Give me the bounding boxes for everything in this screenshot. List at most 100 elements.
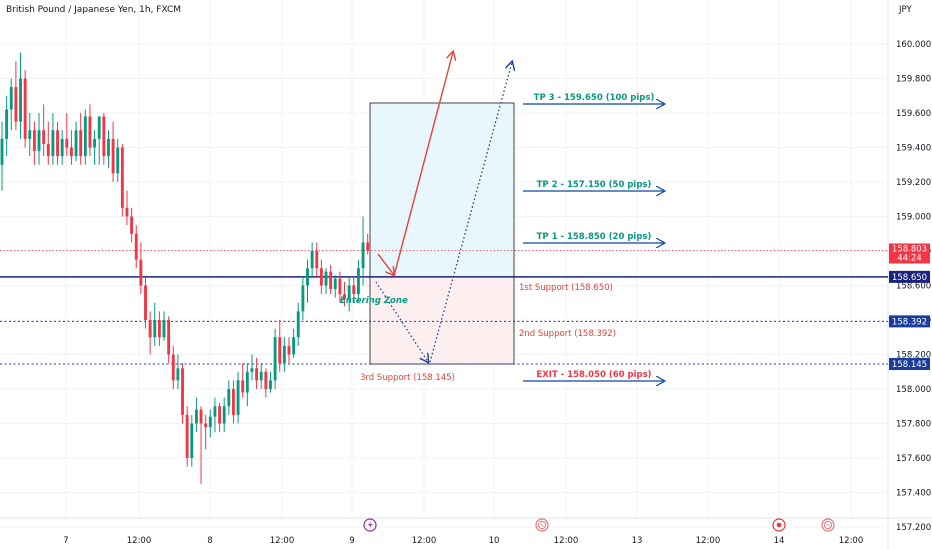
stop-zone: [369, 276, 515, 365]
candle-body: [338, 278, 342, 295]
price-levels: [0, 250, 888, 365]
candle-body: [324, 271, 328, 286]
candle: [69, 130, 73, 165]
countdown-value: 44:24: [897, 253, 922, 263]
candle: [236, 371, 240, 424]
candle: [32, 121, 36, 165]
candle: [218, 402, 221, 433]
level-3-badge: [889, 357, 930, 370]
candle: [28, 113, 32, 157]
price-tick-label: 159.200: [896, 178, 931, 188]
level-1-badge-value: 158.650: [892, 273, 927, 283]
candle: [111, 121, 115, 182]
candle-body: [366, 242, 370, 251]
candle: [42, 104, 46, 157]
lightning-icon[interactable]: [363, 518, 377, 532]
candle-body: [51, 130, 55, 157]
candle-body: [83, 116, 87, 157]
tp2-label: TP 2 - 157.150 (50 pips): [537, 180, 652, 190]
candle: [227, 380, 231, 415]
candle: [278, 320, 282, 372]
time-axis[interactable]: 7 12:00 8 12:00 9 12:00 10 12:00 13 12:00 14 12:00: [63, 536, 863, 546]
candle: [74, 121, 78, 162]
candle: [83, 109, 87, 165]
time-tick-label: 12:00: [696, 536, 721, 546]
candle: [361, 216, 365, 286]
candle: [329, 264, 333, 295]
candle-body: [245, 371, 249, 393]
candle: [204, 414, 208, 450]
candle-body: [28, 130, 32, 139]
candle-body: [93, 138, 97, 148]
candle-body: [292, 337, 296, 355]
candle-body: [32, 130, 36, 151]
candle: [56, 121, 59, 165]
candle-body: [315, 251, 319, 269]
candle-body: [167, 320, 171, 355]
candle: [347, 276, 351, 312]
candle-body: [199, 409, 203, 424]
candle: [107, 130, 110, 169]
candle-body: [329, 271, 333, 289]
candlestick-series: [0, 52, 370, 484]
annotations: TP 3 - 159.650 (100 pips) TP 2 - 157.150 …: [340, 93, 654, 383]
chart-title: British Pound / Japanese Yen, 1h, FXCM: [6, 5, 182, 15]
event-icons[interactable]: [363, 518, 835, 532]
candle: [245, 363, 249, 407]
candle: [250, 354, 254, 381]
projection-arrows: [375, 52, 664, 381]
flag-icon-inner: [823, 520, 833, 530]
candle: [162, 311, 166, 341]
price-tick-label: 157.400: [896, 489, 931, 499]
flag-icon[interactable]: [821, 518, 835, 532]
candle-body: [208, 416, 212, 427]
candle: [255, 357, 259, 389]
time-tick-label: 12:00: [127, 536, 152, 546]
candle: [282, 337, 286, 372]
trade-zones: [369, 102, 515, 365]
price-tick-label: 157.200: [896, 523, 931, 533]
candle: [352, 276, 356, 303]
lightning-icon-bolt: [368, 521, 373, 529]
candle: [301, 276, 305, 320]
time-tick-label: 8: [207, 536, 212, 546]
candle: [5, 95, 9, 157]
price-tick-label: 159.800: [896, 75, 931, 85]
last-price-value: 158.803: [892, 244, 927, 254]
price-tick-label: 157.800: [896, 420, 931, 430]
candle-body: [9, 87, 13, 110]
candle-body: [181, 368, 184, 415]
candle-body: [333, 278, 337, 289]
candle-body: [60, 138, 64, 157]
candle: [148, 311, 152, 355]
flag-icon[interactable]: [535, 518, 549, 532]
price-tick-label: 158.000: [896, 385, 931, 395]
candle: [287, 337, 291, 364]
price-axis[interactable]: 160.000 159.800 159.600 159.400 159.200 159.0…: [889, 40, 931, 533]
candle-body: [19, 78, 22, 122]
candle: [167, 316, 171, 364]
candle: [190, 414, 194, 467]
candle-body: [153, 320, 157, 338]
level-1-badge: [889, 270, 930, 283]
target-zone: [369, 102, 515, 278]
red-arrow-down: [377, 253, 394, 275]
candle-body: [171, 354, 175, 381]
candle-body: [148, 320, 152, 338]
candle: [366, 233, 370, 255]
candle-body: [269, 380, 272, 389]
candle: [185, 406, 189, 467]
candle: [139, 242, 143, 295]
candle: [14, 61, 18, 131]
candle-body: [162, 320, 166, 338]
candle-body: [282, 345, 286, 364]
last-price-badge: [889, 243, 930, 264]
target-icon[interactable]: [772, 518, 786, 532]
candle: [116, 138, 120, 182]
candle-body: [241, 380, 245, 393]
candle-body: [287, 345, 291, 355]
candle: [125, 190, 129, 226]
candle-body: [102, 116, 106, 157]
